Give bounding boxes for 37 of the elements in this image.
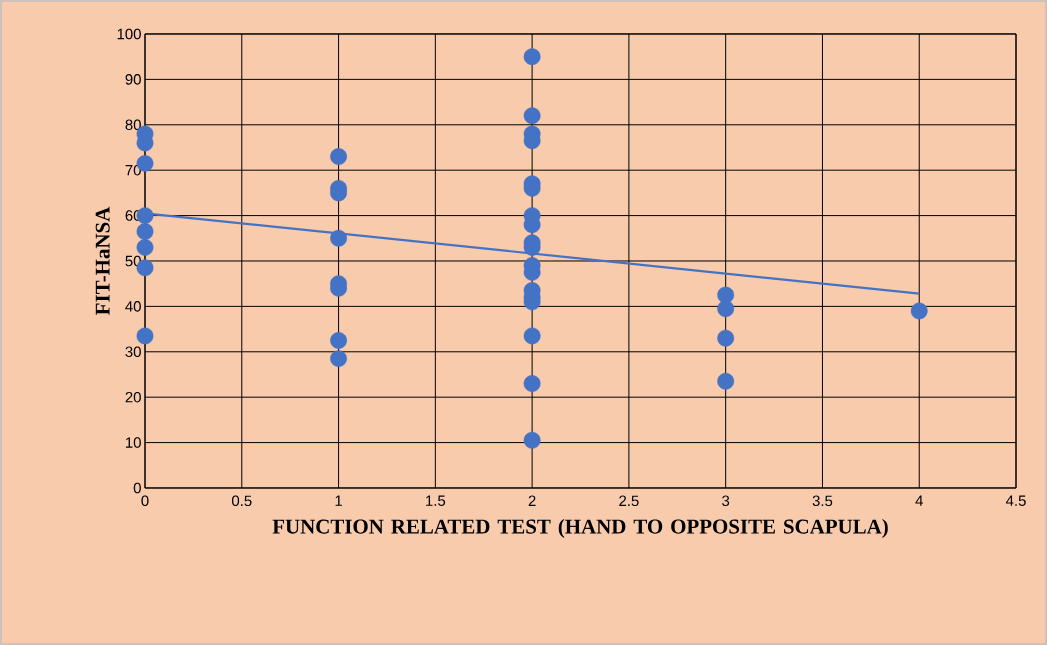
point xyxy=(717,286,735,304)
y-tick-label: 10 xyxy=(126,437,141,448)
x-tick-label: 0 xyxy=(141,495,149,507)
y-tick-label: 40 xyxy=(125,301,141,312)
x-axis-title: FUNCTION RELATED TEST (HAND TO OPPOSITE SCAPULA) xyxy=(272,518,888,538)
point xyxy=(136,327,154,345)
point xyxy=(717,329,735,347)
y-tick-label: 80 xyxy=(125,119,141,131)
y-tick-label: 30 xyxy=(125,346,141,358)
point xyxy=(523,431,541,449)
y-axis-title: FIT-HaNSA xyxy=(95,206,110,315)
point xyxy=(330,148,347,165)
y-tick-label: 90 xyxy=(125,74,141,85)
point xyxy=(523,327,541,345)
point xyxy=(523,375,541,392)
x-tick-label: 4.5 xyxy=(1005,495,1026,506)
y-tick-label: 100 xyxy=(117,28,141,40)
x-tick-label: 1 xyxy=(335,495,342,506)
x-tick-label: 2 xyxy=(528,495,536,506)
point xyxy=(523,48,541,66)
x-tick-label: 3.5 xyxy=(812,495,833,507)
point xyxy=(717,372,735,390)
x-tick-label: 3 xyxy=(722,495,730,507)
point xyxy=(910,302,928,320)
x-tick-label: 4 xyxy=(915,495,923,506)
point xyxy=(136,223,154,240)
point xyxy=(330,332,347,349)
x-tick-label: 1.5 xyxy=(426,495,446,506)
x-tick-label: 0.5 xyxy=(231,495,252,507)
y-tick-label: 20 xyxy=(125,391,141,403)
y-tick-label: 0 xyxy=(133,482,141,494)
point xyxy=(330,350,347,367)
point xyxy=(330,229,347,247)
point xyxy=(136,238,154,256)
x-tick-label: 2.5 xyxy=(619,495,639,507)
point xyxy=(523,107,541,125)
point xyxy=(717,300,735,318)
